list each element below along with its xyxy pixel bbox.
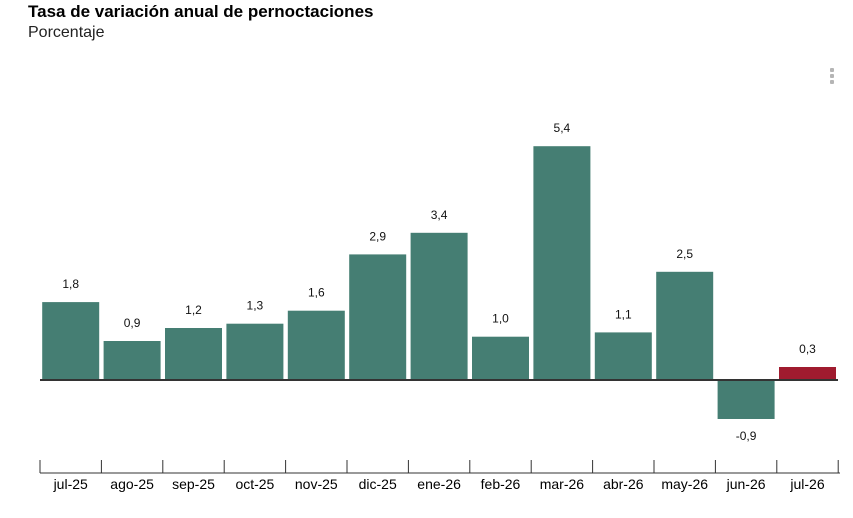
data-label-may-26: 2,5 <box>676 247 693 261</box>
x-tick-label-jul-25: jul-25 <box>53 476 88 492</box>
x-tick-label-jul-26: jul-26 <box>789 476 824 492</box>
bar-ene-26[interactable] <box>410 232 468 380</box>
kebab-menu-icon[interactable] <box>828 68 836 86</box>
data-label-nov-25: 1,6 <box>308 286 325 300</box>
data-label-oct-25: 1,3 <box>247 299 264 313</box>
data-labels-layer: 1,8 0,9 1,2 1,3 1,6 2,9 3,4 1,0 5,4 1,1 2,5 -0,9 0,3 <box>62 121 816 443</box>
data-label-sep-25: 1,2 <box>185 303 202 317</box>
x-tick-label-abr-26: abr-26 <box>603 476 644 492</box>
bar-may-26[interactable] <box>656 271 714 381</box>
bar-jul-25[interactable] <box>42 302 100 380</box>
bar-dic-25[interactable] <box>349 254 407 380</box>
chart-subtitle: Porcentaje <box>28 24 105 41</box>
bar-nov-25[interactable] <box>287 310 345 380</box>
chart-title: Tasa de variación anual de pernoctacione… <box>28 2 374 21</box>
bars-layer <box>42 146 836 419</box>
x-tick-label-nov-25: nov-25 <box>295 476 338 492</box>
x-tick-label-ene-26: ene-26 <box>417 476 461 492</box>
bar-sep-25[interactable] <box>165 328 222 380</box>
bar-oct-25[interactable] <box>226 323 284 380</box>
data-label-ago-25: 0,9 <box>124 316 141 330</box>
data-label-dic-25: 2,9 <box>369 229 386 243</box>
x-tick-label-jun-26: jun-26 <box>726 476 766 492</box>
x-tick-label-oct-25: oct-25 <box>235 476 274 492</box>
x-tick-label-ago-25: ago-25 <box>110 476 154 492</box>
bar-mar-26[interactable] <box>533 146 591 380</box>
bar-abr-26[interactable] <box>594 332 652 380</box>
x-tick-label-dic-25: dic-25 <box>359 476 397 492</box>
x-tick-label-may-26: may-26 <box>661 476 708 492</box>
x-tick-label-mar-26: mar-26 <box>540 476 585 492</box>
data-label-mar-26: 5,4 <box>554 121 571 135</box>
bar-ago-25[interactable] <box>103 341 161 380</box>
x-axis: jul-25 ago-25 sep-25 oct-25 nov-25 dic-25 ene-… <box>39 460 840 492</box>
bar-jul-26[interactable] <box>779 367 836 380</box>
x-tick-label-sep-25: sep-25 <box>172 476 215 492</box>
data-label-abr-26: 1,1 <box>615 307 632 321</box>
data-label-jul-26: 0,3 <box>799 342 816 356</box>
data-label-feb-26: 1,0 <box>492 312 509 326</box>
data-label-ene-26: 3,4 <box>431 208 448 222</box>
data-label-jul-25: 1,8 <box>62 277 79 291</box>
x-tick-label-feb-26: feb-26 <box>481 476 521 492</box>
bar-feb-26[interactable] <box>472 336 529 380</box>
bar-jun-26[interactable] <box>717 380 775 419</box>
data-label-jun-26: -0,9 <box>736 429 757 443</box>
